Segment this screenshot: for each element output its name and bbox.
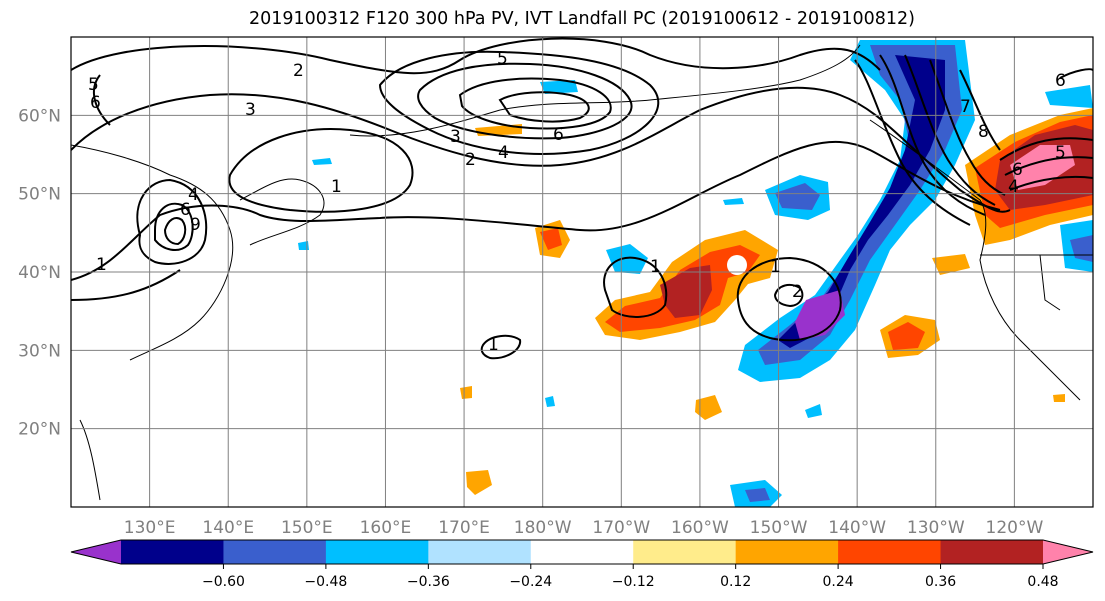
contour-label: 9	[190, 215, 201, 235]
shaded-anomaly-fields	[298, 40, 1093, 507]
colorbar-segment	[838, 540, 942, 564]
contour-label: 4	[1008, 177, 1019, 197]
contour-label: 8	[978, 122, 989, 142]
contour-label: 2	[293, 61, 304, 81]
colorbar-tick-label: −0.24	[509, 574, 552, 590]
colorbar-tick-label: −0.60	[202, 574, 245, 590]
contour-label: 2	[465, 150, 476, 170]
colorbar-extend-low	[71, 540, 121, 564]
contour-label: 4	[498, 143, 509, 163]
longitude-tick-label: 170°W	[592, 518, 650, 538]
longitude-tick-label: 130°W	[907, 518, 965, 538]
coastlines	[71, 44, 1093, 501]
latitude-tick-label: 30°N	[18, 341, 61, 361]
colorbar-segment	[121, 540, 224, 564]
contour-label: 5	[1055, 143, 1066, 163]
contour-label: 6	[90, 93, 101, 113]
contour-label: 1	[331, 177, 342, 197]
colorbar-outline	[70, 539, 1094, 565]
latitude-tick-label: 20°N	[18, 420, 61, 440]
contour-label: 6	[1012, 160, 1023, 180]
colorbar-tick-label: −0.36	[407, 574, 450, 590]
longitude-tick-label: 140°W	[828, 518, 886, 538]
longitude-tick-label: 120°W	[986, 518, 1044, 538]
colorbar-tick-label: −0.12	[612, 574, 655, 590]
colorbar-tick-label: 0.12	[720, 574, 751, 590]
contour-label: 5	[497, 49, 508, 69]
contour-label: 1	[650, 257, 661, 277]
colorbar-extend-high	[1043, 540, 1093, 564]
contour-label: 6	[1055, 71, 1066, 91]
latitude-tick-label: 40°N	[18, 263, 61, 283]
colorbar: −0.60 −0.48 −0.36 −0.24 −0.12 0.12 0.24 0.36 0.4…	[70, 539, 1094, 590]
contour-label: 1	[96, 255, 107, 275]
map-frame	[70, 36, 1094, 508]
colorbar-segment	[325, 540, 429, 564]
colorbar-tick-label: 0.48	[1027, 574, 1058, 590]
latitude-tick-label: 50°N	[18, 185, 61, 205]
longitude-tick-label: 170°E	[438, 518, 490, 538]
latitude-tick-label: 60°N	[18, 106, 61, 126]
contour-label: 3	[245, 100, 256, 120]
colorbar-tick-label: 0.36	[925, 574, 956, 590]
colorbar-segment	[428, 540, 532, 564]
contour-label: 6	[180, 200, 191, 220]
colorbar-segment	[530, 540, 634, 564]
contour-label: 5	[88, 75, 99, 95]
latitude-labels: 60°N 50°N 40°N 30°N 20°N	[18, 106, 61, 439]
longitude-tick-label: 180°W	[514, 518, 572, 538]
longitude-tick-label: 150°W	[750, 518, 808, 538]
colorbar-segment	[940, 540, 1044, 564]
longitude-tick-label: 130°E	[124, 518, 176, 538]
contour-label: 7	[960, 97, 971, 117]
colorbar-tick-label: 0.24	[823, 574, 854, 590]
colorbar-segment	[735, 540, 839, 564]
longitude-tick-label: 160°E	[360, 518, 412, 538]
contour-label: 1	[770, 257, 781, 277]
colorbar-segment	[633, 540, 737, 564]
contour-labels: 5 6 2 3 5 6 3 4 2 1 4 6 9 1 1 2 1 1 7 8 …	[88, 49, 1066, 355]
longitude-tick-label: 160°W	[671, 518, 729, 538]
contour-label: 2	[792, 282, 803, 302]
lat-lon-grid	[71, 37, 1093, 507]
contour-label: 1	[488, 335, 499, 355]
contour-label: 4	[188, 185, 199, 205]
chart-title: 2019100312 F120 300 hPa PV, IVT Landfall…	[248, 9, 916, 29]
colorbar-segment	[223, 540, 327, 564]
pv-contours	[71, 37, 1093, 360]
contour-label: 3	[450, 127, 461, 147]
longitude-tick-label: 140°E	[202, 518, 254, 538]
colorbar-tick-label: −0.48	[304, 574, 347, 590]
contour-label: 6	[553, 125, 564, 145]
longitude-tick-label: 150°E	[281, 518, 333, 538]
longitude-labels: 130°E 140°E 150°E 160°E 170°E 180°W 170°W 160°W…	[124, 518, 1044, 538]
